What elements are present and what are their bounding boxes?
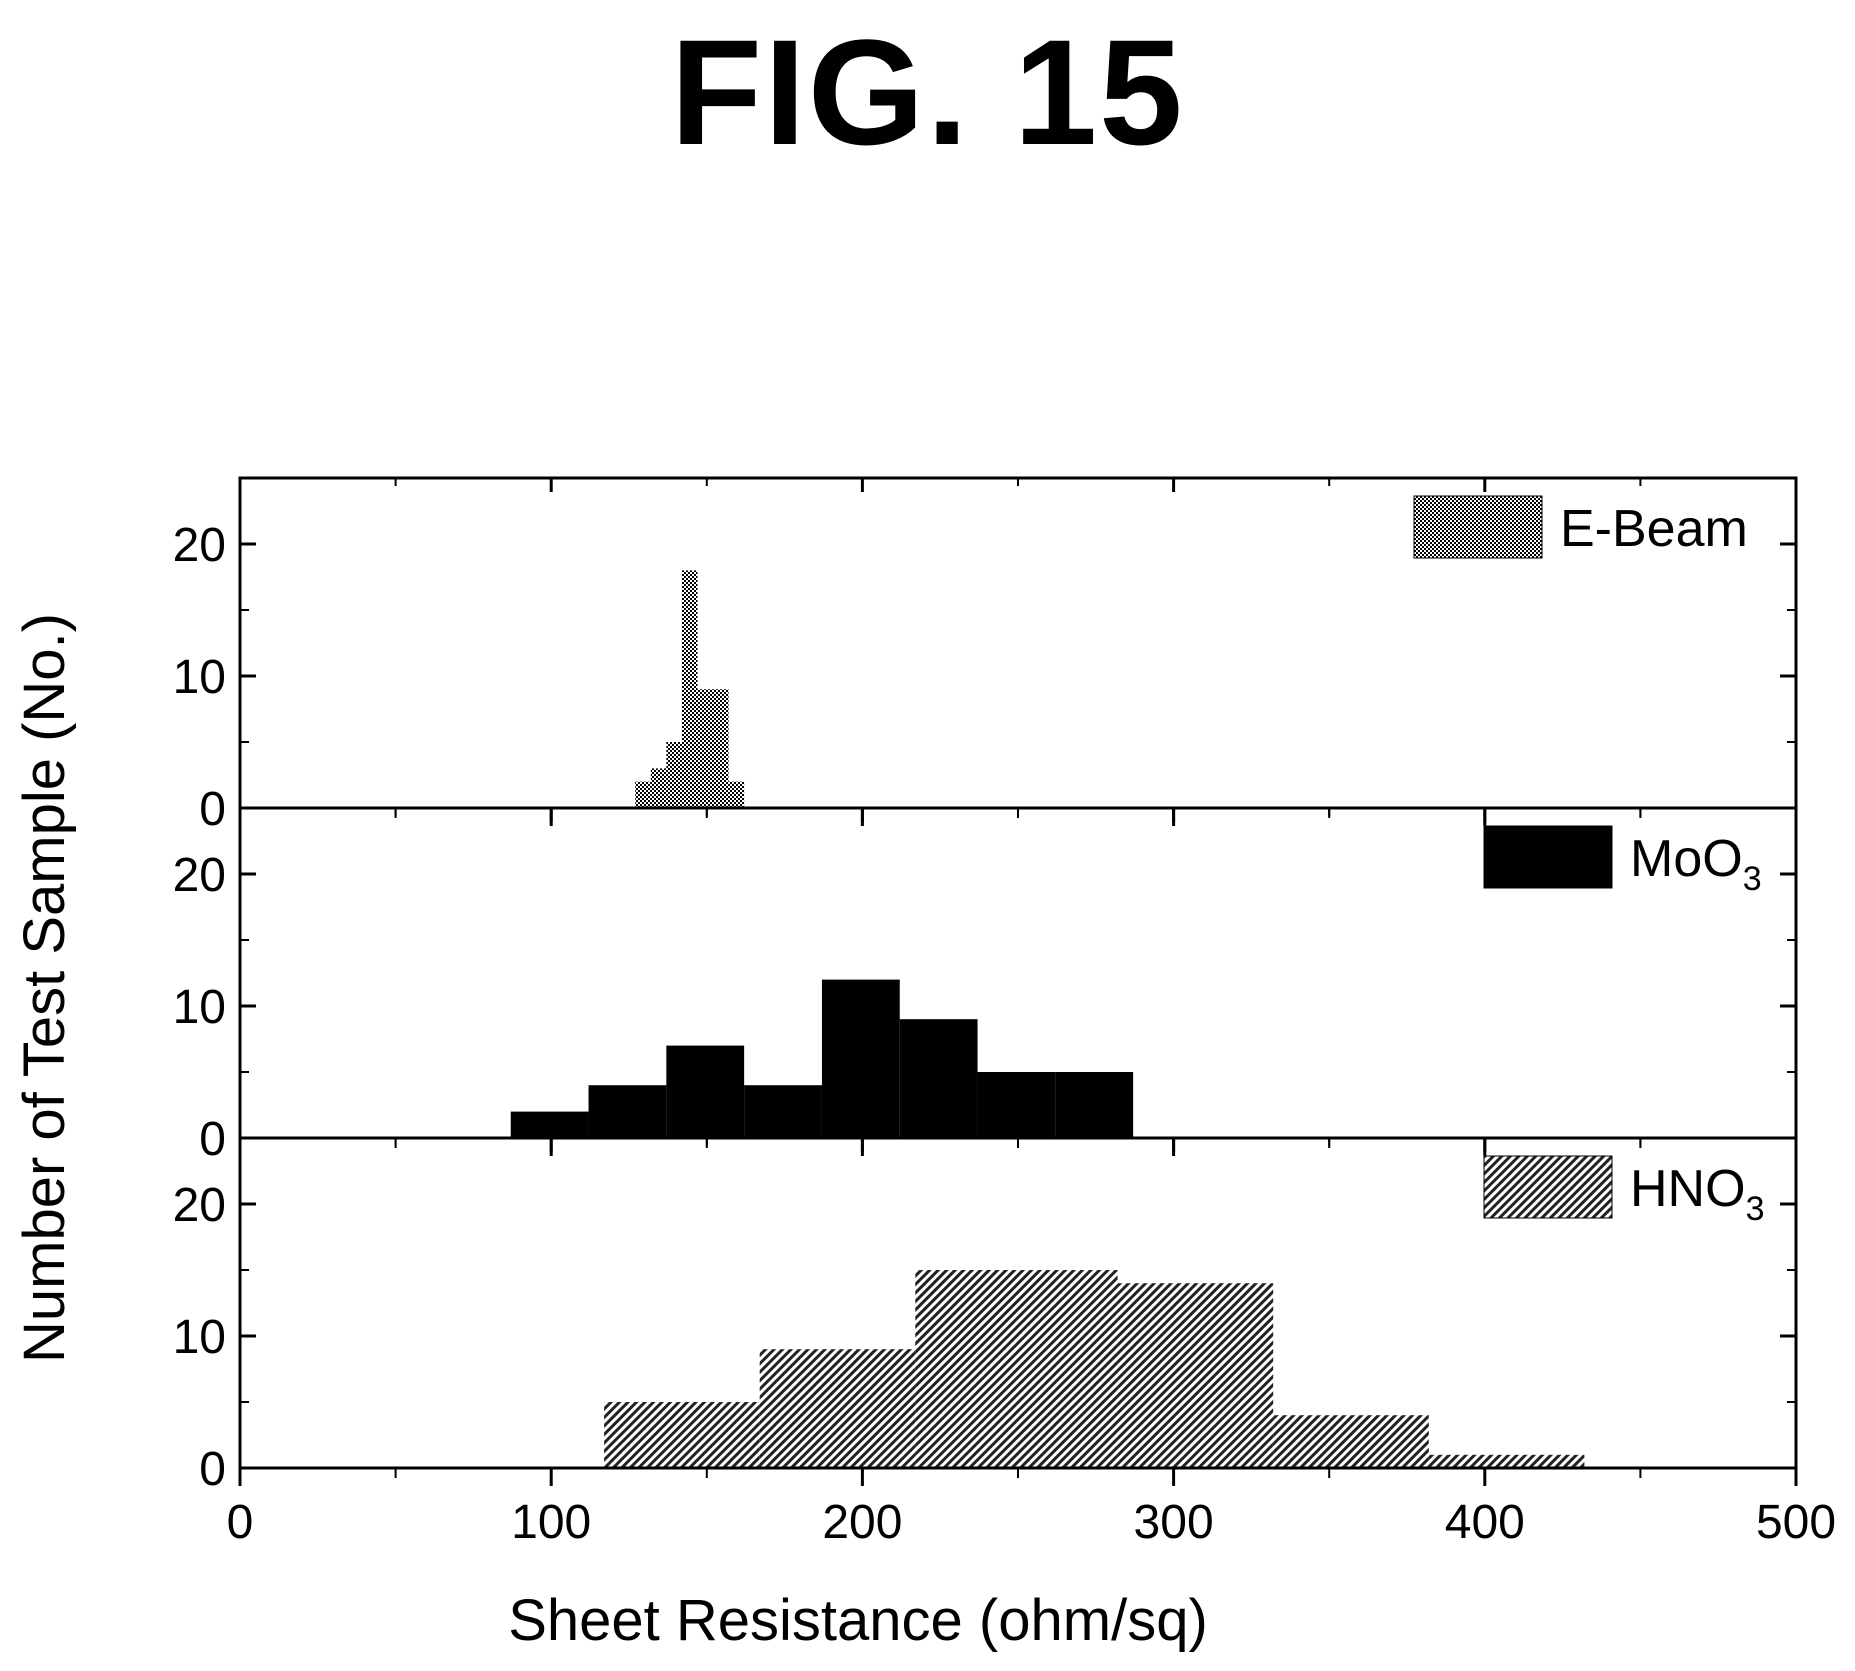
x-tick-label: 100	[511, 1496, 591, 1549]
y-tick-label: 0	[199, 783, 226, 836]
x-tick-label: 300	[1134, 1496, 1214, 1549]
histogram-bar	[1117, 1283, 1274, 1468]
histogram-bar	[510, 1111, 589, 1138]
legend-swatch	[1413, 495, 1543, 559]
legend-swatch	[1483, 825, 1613, 889]
y-tick-label: 0	[199, 1443, 226, 1496]
histogram-bar	[821, 979, 900, 1138]
histogram-bar	[588, 1085, 667, 1138]
y-tick-label: 10	[173, 1311, 226, 1364]
panel-2: 0 10 20 HNO3	[173, 1136, 1798, 1496]
histogram-bar	[635, 781, 651, 808]
histogram-bar	[697, 689, 729, 808]
histogram-bar	[650, 768, 667, 808]
y-axis-title: Number of Test Sample (No.)	[12, 613, 77, 1363]
histogram-bar	[666, 742, 682, 808]
legend-swatch	[1483, 1155, 1613, 1219]
histogram-bar	[666, 1045, 745, 1138]
y-tick-label: 10	[173, 651, 226, 704]
histogram-bar	[1055, 1072, 1134, 1138]
legend-label-subscript: 3	[1746, 1190, 1765, 1228]
histogram-bar	[604, 1402, 760, 1468]
legend-label: HNO3	[1630, 1160, 1764, 1228]
panel-1: 0 10 20 MoO3	[173, 806, 1798, 1166]
y-tick-label: 20	[173, 1179, 226, 1232]
legend-label: MoO3	[1630, 830, 1762, 898]
histogram-bar	[915, 1270, 1118, 1468]
histogram-bar	[681, 570, 698, 808]
panel-0: 0 10 20 E-Beam	[173, 476, 1798, 836]
histogram-bar	[899, 1019, 978, 1138]
histogram-bar	[977, 1072, 1056, 1138]
x-tick-label: 0	[227, 1496, 254, 1549]
histogram-bar	[1273, 1415, 1429, 1468]
y-tick-label: 20	[173, 519, 226, 572]
histogram-bar	[1428, 1454, 1585, 1468]
legend-label-subscript: 3	[1743, 860, 1762, 898]
figure-title: FIG. 15	[670, 8, 1185, 176]
y-tick-label: 10	[173, 981, 226, 1034]
axes-layer: 0 100 200 300 400 500	[227, 1496, 1836, 1549]
y-tick-label: 20	[173, 849, 226, 902]
x-tick-label: 200	[822, 1496, 902, 1549]
legend-label: E-Beam	[1560, 500, 1748, 558]
x-axis-title: Sheet Resistance (ohm/sq)	[508, 1588, 1208, 1653]
histogram-bar	[728, 781, 745, 808]
histogram-bar	[744, 1085, 822, 1138]
y-tick-label: 0	[199, 1113, 226, 1166]
panels-layer: 0 10 20 E-Beam 0 10 20 MoO3 0 10 20 HNO3	[173, 476, 1798, 1496]
x-tick-label: 400	[1445, 1496, 1525, 1549]
x-tick-label: 500	[1756, 1496, 1836, 1549]
histogram-bar	[759, 1349, 916, 1468]
panel-frame	[238, 1136, 1798, 1470]
